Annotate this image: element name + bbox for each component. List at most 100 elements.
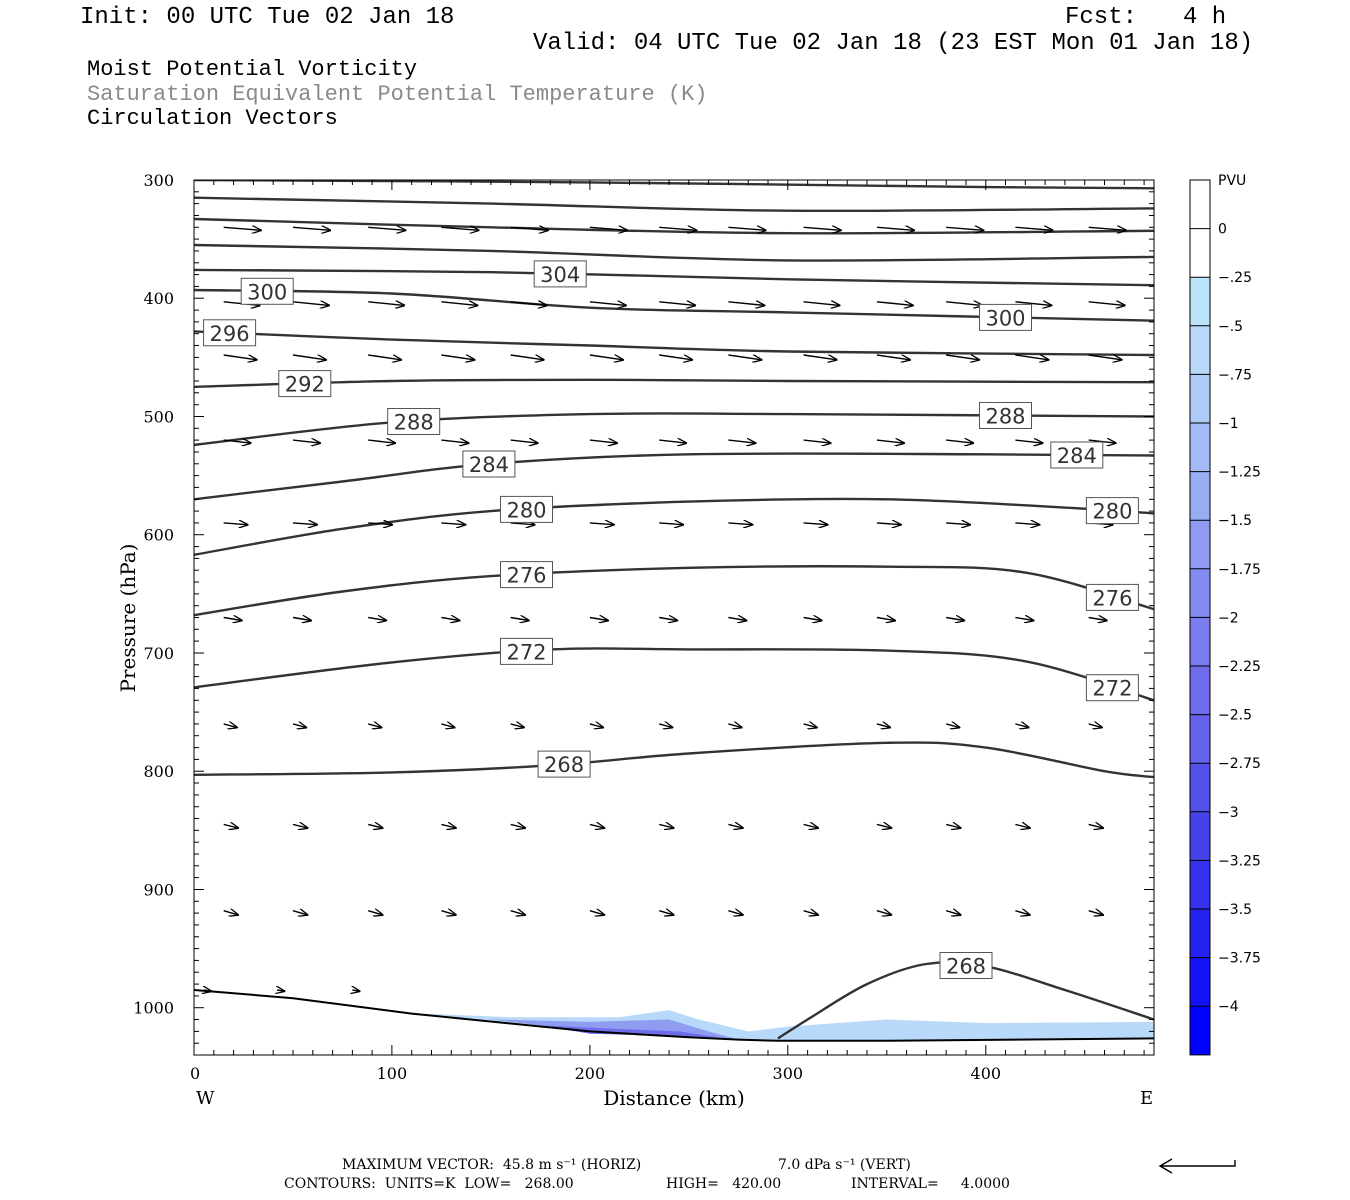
circulation-vector-r2-8 bbox=[803, 354, 837, 360]
circulation-vector-r8-8 bbox=[803, 911, 818, 915]
circulation-vector-r4-7 bbox=[728, 523, 752, 525]
circulation-vector-r6-7 bbox=[728, 724, 741, 728]
contour-label-280-0: 280 bbox=[500, 495, 553, 523]
colorbar-swatch-17 bbox=[1190, 1006, 1210, 1056]
circulation-vector-r9-0 bbox=[204, 990, 211, 991]
colorbar-label-6: −1.5 bbox=[1218, 513, 1252, 529]
circulation-vector-r3-9 bbox=[876, 440, 904, 443]
circulation-vector-r3-1 bbox=[292, 440, 320, 443]
colorbar-label-10: −2.5 bbox=[1218, 708, 1252, 724]
x-tick-label-400: 400 bbox=[971, 1064, 1002, 1083]
colorbar-swatch-10 bbox=[1190, 666, 1210, 716]
contour-label-text: 280 bbox=[506, 498, 546, 522]
circulation-vector-r2-7 bbox=[728, 354, 761, 360]
contour-label-text: 272 bbox=[1092, 677, 1132, 701]
circulation-vector-r9-1 bbox=[277, 990, 284, 991]
reference-vector-arrow bbox=[1158, 1158, 1236, 1174]
colorbar-swatch-11 bbox=[1190, 714, 1210, 764]
circulation-vector-r0-4 bbox=[510, 227, 548, 230]
circulation-vector-r2-5 bbox=[589, 354, 623, 360]
circulation-vector-r4-8 bbox=[803, 523, 828, 525]
colorbar-swatch-15 bbox=[1190, 909, 1210, 959]
circulation-vector-r8-4 bbox=[510, 911, 525, 915]
colorbar-title: PVU bbox=[1218, 173, 1246, 189]
circulation-vector-r6-4 bbox=[510, 724, 524, 728]
circulation-vector-r8-12 bbox=[1088, 911, 1103, 915]
colorbar-label-9: −2.25 bbox=[1218, 659, 1261, 675]
colorbar-label-5: −1.25 bbox=[1218, 465, 1261, 481]
pv-shading-0 bbox=[421, 1010, 1154, 1041]
valid-time: Valid: 04 UTC Tue 02 Jan 18 (23 EST Mon … bbox=[533, 30, 1254, 57]
circulation-vector-r1-12 bbox=[1088, 302, 1125, 306]
circulation-vector-r3-6 bbox=[659, 440, 686, 443]
colorbar-swatch-12 bbox=[1190, 763, 1210, 813]
east-label: E bbox=[1140, 1088, 1153, 1109]
circulation-vector-r0-0 bbox=[223, 227, 261, 230]
contour-label-288-1: 288 bbox=[979, 402, 1032, 429]
contour-label-304-0: 304 bbox=[533, 260, 587, 288]
colorbar-label-8: −2 bbox=[1218, 610, 1239, 626]
circulation-vector-r2-10 bbox=[946, 354, 979, 360]
contours-high: HIGH= 420.00 bbox=[666, 1176, 782, 1192]
circulation-vector-r5-5 bbox=[589, 618, 608, 621]
colorbar-label-2: −.5 bbox=[1218, 319, 1243, 335]
x-tick-label-300: 300 bbox=[773, 1064, 804, 1083]
circulation-vector-r2-11 bbox=[1015, 354, 1048, 360]
circulation-vector-r0-6 bbox=[659, 227, 696, 230]
field-title-theta: Saturation Equivalent Potential Temperat… bbox=[87, 82, 708, 107]
y-tick-label-600: 600 bbox=[143, 526, 174, 545]
colorbar-swatch-4 bbox=[1190, 374, 1210, 424]
colorbar-swatch-9 bbox=[1190, 617, 1210, 667]
field-title-vectors: Circulation Vectors bbox=[87, 106, 338, 131]
circulation-vector-r8-0 bbox=[223, 911, 238, 915]
y-tick-label-900: 900 bbox=[143, 881, 174, 900]
circulation-vector-r8-10 bbox=[946, 911, 960, 915]
theta-contour-288-8 bbox=[194, 412, 1154, 447]
y-tick-label-500: 500 bbox=[143, 408, 174, 427]
contour-label-text: 284 bbox=[469, 453, 509, 477]
theta-contour-276-11 bbox=[194, 565, 1154, 617]
theta-contour-line-0 bbox=[194, 180, 1154, 190]
theta-contour-284-9 bbox=[194, 452, 1154, 501]
circulation-vector-r7-10 bbox=[946, 824, 960, 828]
circulation-vector-r7-2 bbox=[368, 824, 382, 828]
circulation-vector-r2-4 bbox=[510, 354, 544, 360]
circulation-vector-r0-3 bbox=[441, 227, 478, 230]
x-axis-label: Distance (km) bbox=[603, 1086, 745, 1110]
circulation-vector-r6-2 bbox=[368, 724, 381, 728]
contour-label-text: 300 bbox=[247, 280, 287, 304]
colorbar-swatch-0 bbox=[1190, 180, 1210, 230]
circulation-vector-r7-11 bbox=[1015, 824, 1029, 828]
circulation-vector-r0-9 bbox=[876, 227, 914, 230]
circulation-vector-r8-2 bbox=[368, 911, 382, 915]
max-vector-note: MAXIMUM VECTOR: 45.8 m s⁻¹ (HORIZ) bbox=[342, 1157, 642, 1173]
circulation-vector-r5-12 bbox=[1088, 618, 1107, 621]
circulation-vector-r7-3 bbox=[441, 824, 455, 828]
circulation-vector-r5-7 bbox=[728, 618, 746, 621]
field-title-pv: Moist Potential Vorticity bbox=[87, 57, 418, 82]
circulation-vector-r1-8 bbox=[803, 302, 840, 306]
circulation-vector-r5-9 bbox=[876, 618, 895, 621]
circulation-vector-r5-8 bbox=[803, 618, 822, 621]
circulation-vector-r3-8 bbox=[803, 440, 831, 443]
circulation-vector-r7-8 bbox=[803, 824, 818, 828]
circulation-vector-r4-0 bbox=[223, 523, 248, 525]
forecast-hour: 4 h bbox=[1183, 4, 1227, 31]
circulation-vector-r0-2 bbox=[368, 227, 405, 230]
init-time: Init: 00 UTC Tue 02 Jan 18 bbox=[80, 4, 455, 31]
colorbar-swatch-7 bbox=[1190, 520, 1210, 570]
forecast-label: Fcst: bbox=[1065, 4, 1138, 31]
circulation-vector-r6-9 bbox=[876, 724, 890, 728]
contour-label-text: 276 bbox=[506, 564, 546, 588]
theta-contour-line-2 bbox=[194, 217, 1154, 235]
x-tick-label-100: 100 bbox=[377, 1064, 408, 1083]
contour-label-280-1: 280 bbox=[1085, 497, 1139, 525]
circulation-vector-r4-6 bbox=[659, 523, 683, 525]
contour-label-300-1: 300 bbox=[979, 303, 1032, 331]
circulation-vector-r7-5 bbox=[589, 824, 604, 828]
contour-label-text: 300 bbox=[985, 306, 1025, 330]
circulation-vector-r6-11 bbox=[1015, 724, 1028, 728]
colorbar-label-13: −3.25 bbox=[1218, 853, 1261, 869]
circulation-vector-r3-4 bbox=[510, 440, 538, 443]
circulation-vector-r4-1 bbox=[292, 523, 317, 525]
